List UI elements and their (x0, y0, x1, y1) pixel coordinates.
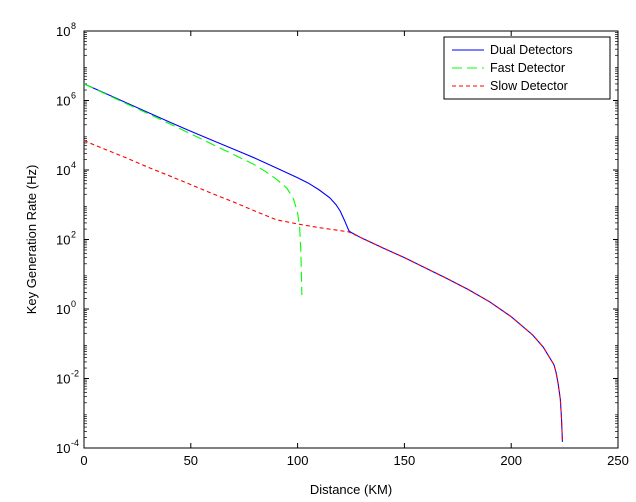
y-tick-label: 10 8 (56, 21, 76, 39)
legend-entry: Slow Detector (490, 79, 568, 93)
x-tick-label: 200 (500, 453, 522, 468)
y-tick-base: 10 (56, 302, 70, 317)
series-line-fast-detector (83, 83, 303, 296)
y-tick-base: 10 (56, 233, 70, 248)
series-lines (83, 83, 564, 442)
x-tick-label: 150 (394, 453, 416, 468)
y-tick-label: 10 2 (56, 230, 76, 248)
plot-area (83, 30, 619, 449)
x-tick-label: 50 (184, 453, 198, 468)
y-tick-label: 10 4 (56, 160, 76, 178)
y-tick-exponent: -4 (71, 438, 79, 448)
y-tick-exponent: 4 (71, 160, 76, 170)
y-tick-base: 10 (56, 94, 70, 109)
y-tick-base: 10 (56, 372, 70, 387)
y-tick-base: 10 (56, 24, 70, 39)
y-tick-exponent: 6 (71, 91, 76, 101)
y-tick-exponent: -2 (71, 369, 79, 379)
x-tick-label: 0 (80, 453, 87, 468)
legend-entry: Dual Detectors (490, 43, 573, 57)
y-tick-exponent: 2 (71, 230, 76, 240)
y-tick-base: 10 (56, 441, 70, 456)
x-axis-label: Distance (KM) (310, 482, 392, 497)
y-tick-label: 10 0 (56, 299, 76, 317)
legend: Dual Detectors Fast Detector Slow Detector (443, 36, 611, 100)
y-tick-exponent: 8 (71, 21, 76, 31)
y-tick-label: 10 -2 (56, 369, 79, 387)
x-tick-label: 250 (607, 453, 629, 468)
x-tick-label: 100 (287, 453, 309, 468)
y-tick-label: 10 6 (56, 91, 76, 109)
y-tick-exponent: 0 (71, 299, 76, 309)
y-axis-label: Key Generation Rate (Hz) (24, 165, 39, 315)
legend-entry: Fast Detector (490, 61, 565, 75)
y-tick-base: 10 (56, 163, 70, 178)
y-tick-label: 10 -4 (56, 438, 79, 456)
